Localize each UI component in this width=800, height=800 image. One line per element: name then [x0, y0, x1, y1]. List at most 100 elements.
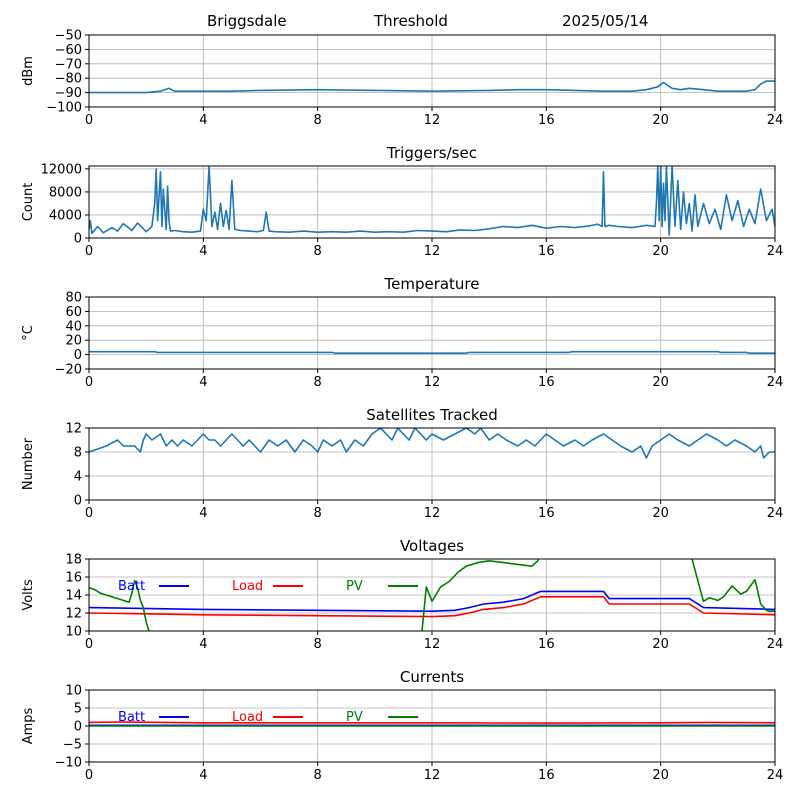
- y-tick-label: 18: [65, 553, 82, 568]
- y-axis-label: Number: [21, 437, 36, 490]
- x-tick-label: 0: [85, 375, 93, 390]
- x-tick-label: 16: [538, 637, 555, 652]
- x-tick-label: 16: [538, 375, 555, 390]
- x-tick-label: 4: [199, 375, 207, 390]
- y-tick-label: −80: [55, 72, 82, 87]
- y-tick-label: 0: [74, 720, 82, 735]
- x-tick-label: 20: [652, 375, 669, 390]
- x-tick-label: 8: [314, 113, 322, 128]
- series-group: [89, 721, 775, 727]
- legend-label-batt: Batt: [118, 579, 145, 594]
- x-tick-label: 16: [538, 506, 555, 521]
- x-tick-label: 16: [538, 113, 555, 128]
- y-tick-label: 5: [74, 702, 82, 717]
- y-tick-label: −60: [55, 43, 82, 58]
- y-tick-label: 10: [65, 684, 82, 699]
- x-tick-label: 12: [424, 113, 441, 128]
- chart-title: Satellites Tracked: [366, 406, 497, 424]
- header-date: 2025/05/14: [562, 12, 649, 30]
- y-tick-label: 8000: [49, 185, 82, 200]
- x-tick-label: 24: [767, 768, 784, 783]
- chart-1: 0 4 8 12 16 20 24 0 4000 8000 12000 Count Triggers/s…: [21, 144, 783, 259]
- chart-title: Temperature: [383, 275, 479, 293]
- y-tick-label: 20: [65, 334, 82, 349]
- y-tick-label: 8: [74, 446, 82, 461]
- x-tick-label: 8: [314, 768, 322, 783]
- x-tick-label: 24: [767, 113, 784, 128]
- legend-label-pv: PV: [346, 579, 363, 594]
- x-tick-label: 16: [538, 244, 555, 259]
- chart-title: Triggers/sec: [386, 144, 477, 162]
- y-tick-label: 16: [65, 571, 82, 586]
- x-tick-label: 0: [85, 637, 93, 652]
- y-axis-label: Count: [21, 183, 36, 222]
- x-tick-label: 24: [767, 506, 784, 521]
- y-tick-label: 14: [65, 589, 82, 604]
- x-tick-label: 12: [424, 768, 441, 783]
- legend-label-load: Load: [232, 710, 263, 725]
- y-axis-label: Amps: [21, 707, 36, 744]
- series-group: [89, 166, 775, 236]
- x-tick-label: 8: [314, 506, 322, 521]
- x-tick-label: 4: [199, 244, 207, 259]
- series-line-0: [89, 350, 775, 355]
- y-tick-label: 10: [65, 625, 82, 640]
- x-tick-label: 4: [199, 637, 207, 652]
- x-tick-label: 24: [767, 375, 784, 390]
- y-tick-label: 40: [65, 319, 82, 334]
- y-tick-label: −100: [46, 101, 82, 116]
- x-tick-label: 4: [199, 768, 207, 783]
- series-line-0: [89, 166, 775, 236]
- x-tick-label: 12: [424, 244, 441, 259]
- chart-0: 0 4 8 12 16 20 24 −100−90−80−70−60−50 dBm: [21, 29, 783, 129]
- y-tick-label: −90: [55, 86, 82, 101]
- x-tick-label: 0: [85, 113, 93, 128]
- series-line-batt: [89, 590, 775, 613]
- y-tick-label: −10: [55, 756, 82, 771]
- y-tick-label: −20: [55, 363, 82, 378]
- y-tick-label: 4: [74, 470, 82, 485]
- legend-label-pv: PV: [346, 710, 363, 725]
- x-tick-label: 12: [424, 506, 441, 521]
- chart-3: 0 4 8 12 16 20 24 0 4 8 12 Number Satellites Tracked: [21, 406, 783, 521]
- x-tick-label: 0: [85, 768, 93, 783]
- legend-label-batt: Batt: [118, 710, 145, 725]
- y-tick-label: 4000: [49, 208, 82, 223]
- y-axis-label: °C: [21, 325, 36, 341]
- x-tick-label: 12: [424, 637, 441, 652]
- series-line-load: [89, 595, 775, 618]
- y-tick-label: 0: [74, 232, 82, 247]
- y-tick-label: 60: [65, 305, 82, 320]
- series-line-0: [89, 428, 775, 459]
- x-tick-label: 0: [85, 506, 93, 521]
- x-tick-label: 24: [767, 637, 784, 652]
- series-group: [89, 559, 775, 631]
- x-tick-label: 4: [199, 113, 207, 128]
- x-tick-label: 4: [199, 506, 207, 521]
- x-tick-label: 8: [314, 637, 322, 652]
- chart-title: Currents: [400, 668, 464, 686]
- x-tick-label: 16: [538, 768, 555, 783]
- y-tick-label: 0: [74, 494, 82, 509]
- x-tick-label: 0: [85, 244, 93, 259]
- y-tick-label: 80: [65, 291, 82, 306]
- chart-title: Voltages: [400, 537, 464, 555]
- series-line-load: [89, 721, 775, 724]
- y-tick-label: 12000: [41, 162, 82, 177]
- x-tick-label: 20: [652, 637, 669, 652]
- series-group: [89, 350, 775, 355]
- y-tick-label: 12: [65, 607, 82, 622]
- y-tick-label: −50: [55, 29, 82, 44]
- legend-label-load: Load: [232, 579, 263, 594]
- x-tick-label: 20: [652, 768, 669, 783]
- x-tick-label: 24: [767, 244, 784, 259]
- y-tick-label: 12: [65, 422, 82, 437]
- series-line-pv: [89, 559, 775, 631]
- y-tick-label: −70: [55, 57, 82, 72]
- x-tick-label: 8: [314, 375, 322, 390]
- series-group: [89, 80, 775, 94]
